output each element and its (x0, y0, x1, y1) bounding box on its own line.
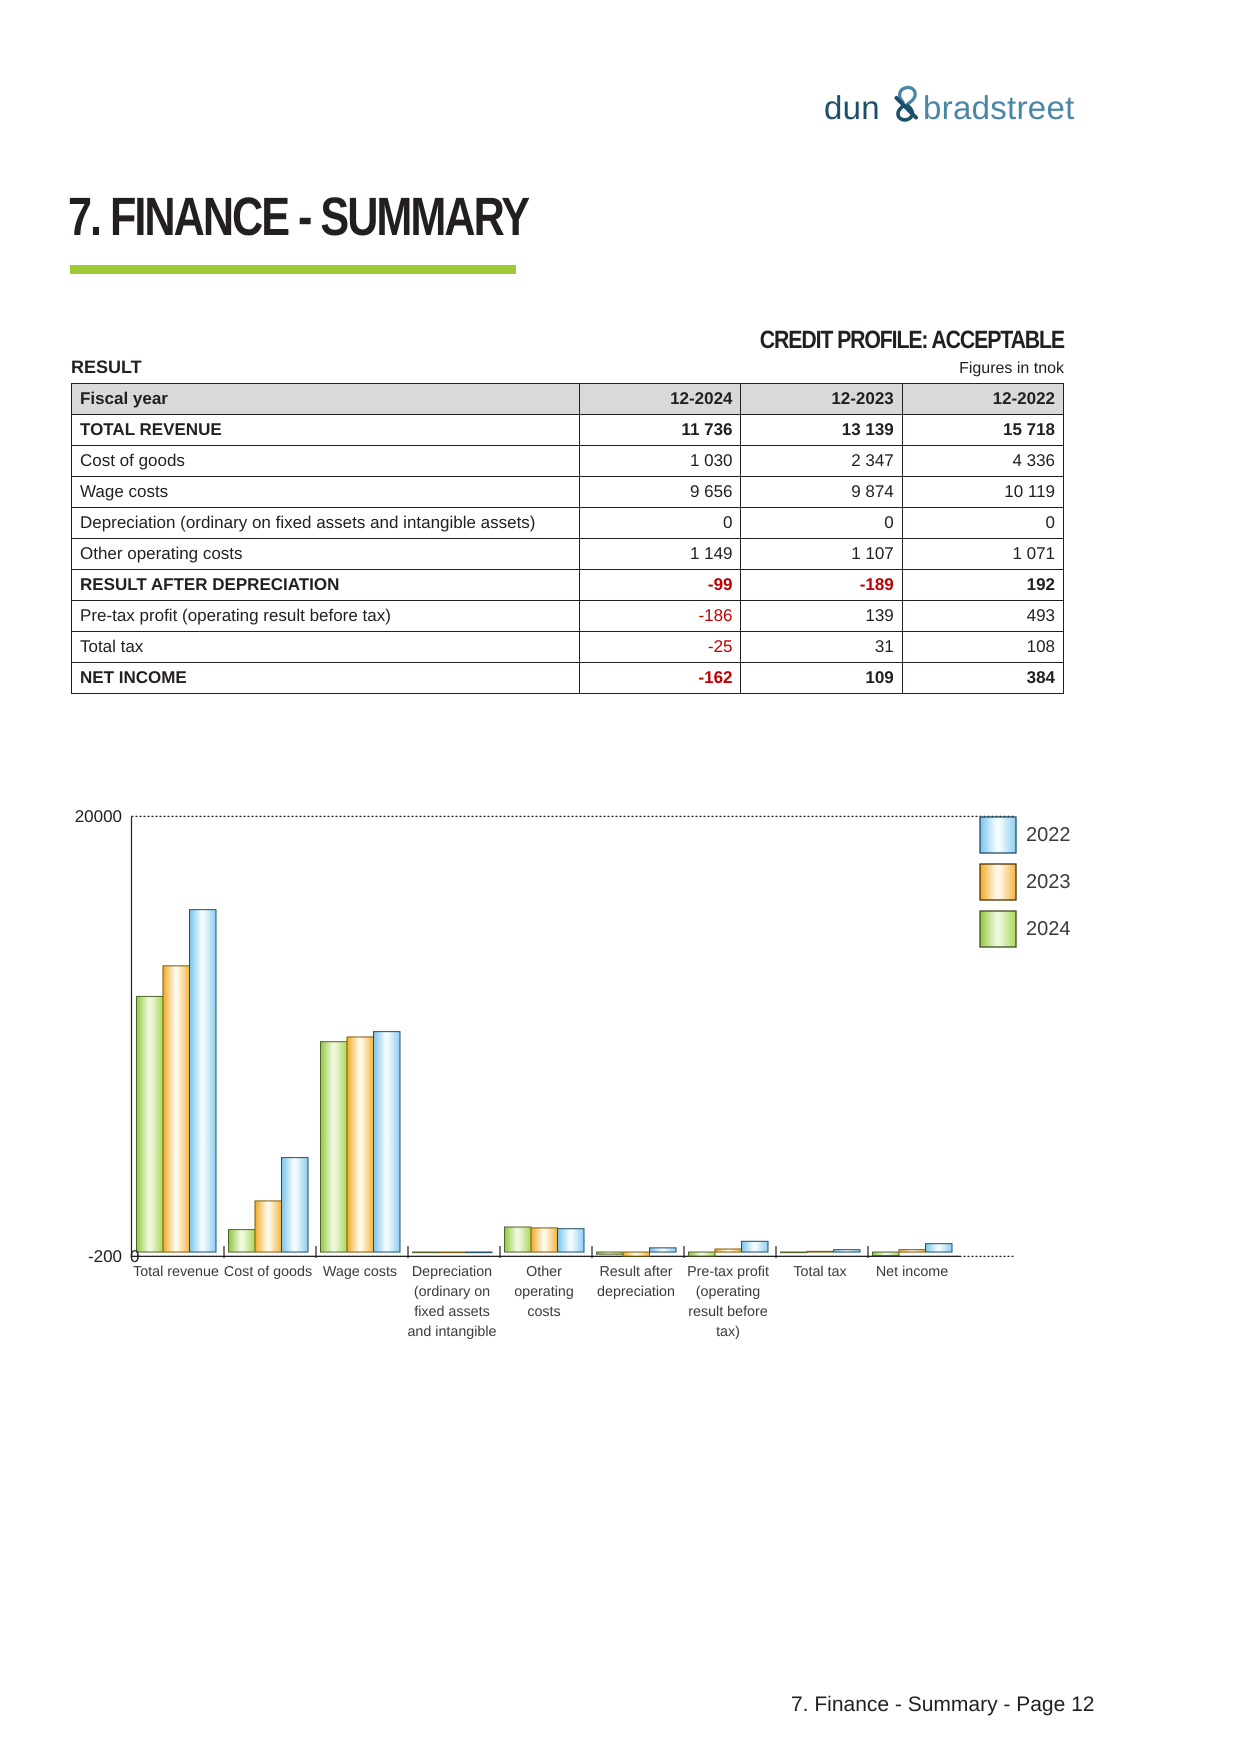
svg-text:-200: -200 (88, 1247, 122, 1266)
svg-text:costs: costs (527, 1304, 560, 1320)
svg-text:depreciation: depreciation (597, 1284, 675, 1300)
svg-text:2024: 2024 (1026, 918, 1071, 940)
svg-text:Wage costs: Wage costs (323, 1264, 397, 1280)
svg-text:fixed assets: fixed assets (414, 1304, 490, 1320)
svg-text:(ordinary on: (ordinary on (414, 1284, 490, 1300)
svg-text:result before: result before (688, 1304, 768, 1320)
svg-text:operating: operating (514, 1284, 574, 1300)
svg-text:Other: Other (526, 1264, 562, 1280)
svg-text:tax): tax) (716, 1324, 740, 1340)
svg-text:Cost of goods: Cost of goods (224, 1264, 312, 1280)
svg-text:2022: 2022 (1026, 824, 1071, 846)
svg-text:(operating: (operating (696, 1284, 760, 1300)
svg-text:Result after: Result after (599, 1264, 672, 1280)
svg-text:2023: 2023 (1026, 871, 1071, 893)
svg-text:Net income: Net income (876, 1264, 948, 1280)
svg-text:20000: 20000 (75, 807, 122, 826)
svg-text:and intangible: and intangible (407, 1324, 496, 1340)
svg-text:Total revenue: Total revenue (133, 1264, 219, 1280)
svg-text:Total tax: Total tax (793, 1264, 846, 1280)
svg-text:Depreciation: Depreciation (412, 1264, 492, 1280)
svg-text:Pre-tax profit: Pre-tax profit (687, 1264, 769, 1280)
